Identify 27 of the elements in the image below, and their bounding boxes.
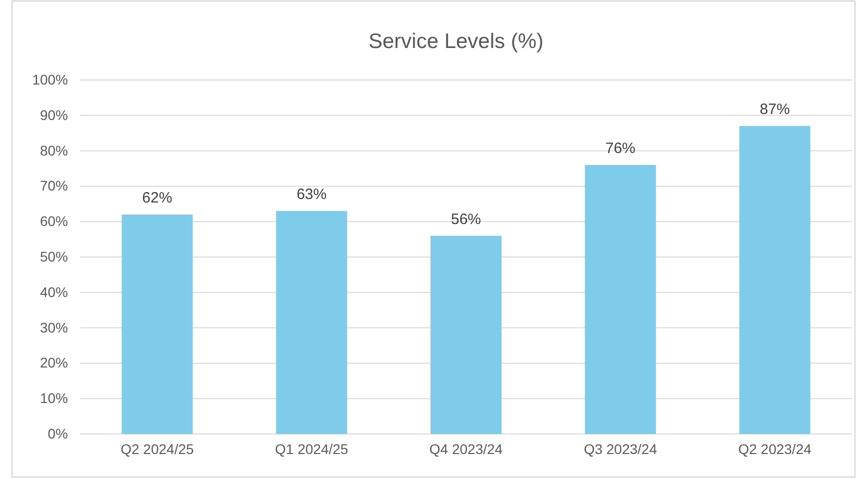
y-tick-label: 60% <box>40 213 68 230</box>
x-tick-label: Q2 2023/24 <box>738 440 812 457</box>
bar <box>122 214 193 434</box>
y-tick-label: 70% <box>40 178 68 194</box>
y-tick-label: 10% <box>40 390 68 406</box>
y-tick-label: 90% <box>40 106 68 123</box>
y-tick-label: 40% <box>40 284 68 300</box>
data-label: 63% <box>296 186 327 203</box>
data-label: 56% <box>450 210 482 228</box>
y-tick-label: 20% <box>40 354 68 371</box>
x-tick-label: Q1 2024/25 <box>275 440 348 457</box>
data-label: 62% <box>142 190 172 207</box>
bar <box>584 164 656 434</box>
y-tick-label: 100% <box>32 71 68 88</box>
y-tick-label: 0% <box>48 425 68 442</box>
bar <box>430 236 502 434</box>
y-tick-label: 50% <box>40 248 68 264</box>
bar <box>739 126 810 434</box>
x-tick-label: Q2 2024/25 <box>120 440 194 457</box>
bar <box>276 210 348 434</box>
y-tick-label: 80% <box>40 142 68 158</box>
x-tick-label: Q4 2023/24 <box>429 440 503 457</box>
chart-title: Service Levels (%) <box>368 30 544 53</box>
y-tick-label: 30% <box>40 319 68 336</box>
data-label: 87% <box>760 101 790 118</box>
data-label: 76% <box>605 140 636 157</box>
x-tick-label: Q3 2023/24 <box>584 440 658 457</box>
